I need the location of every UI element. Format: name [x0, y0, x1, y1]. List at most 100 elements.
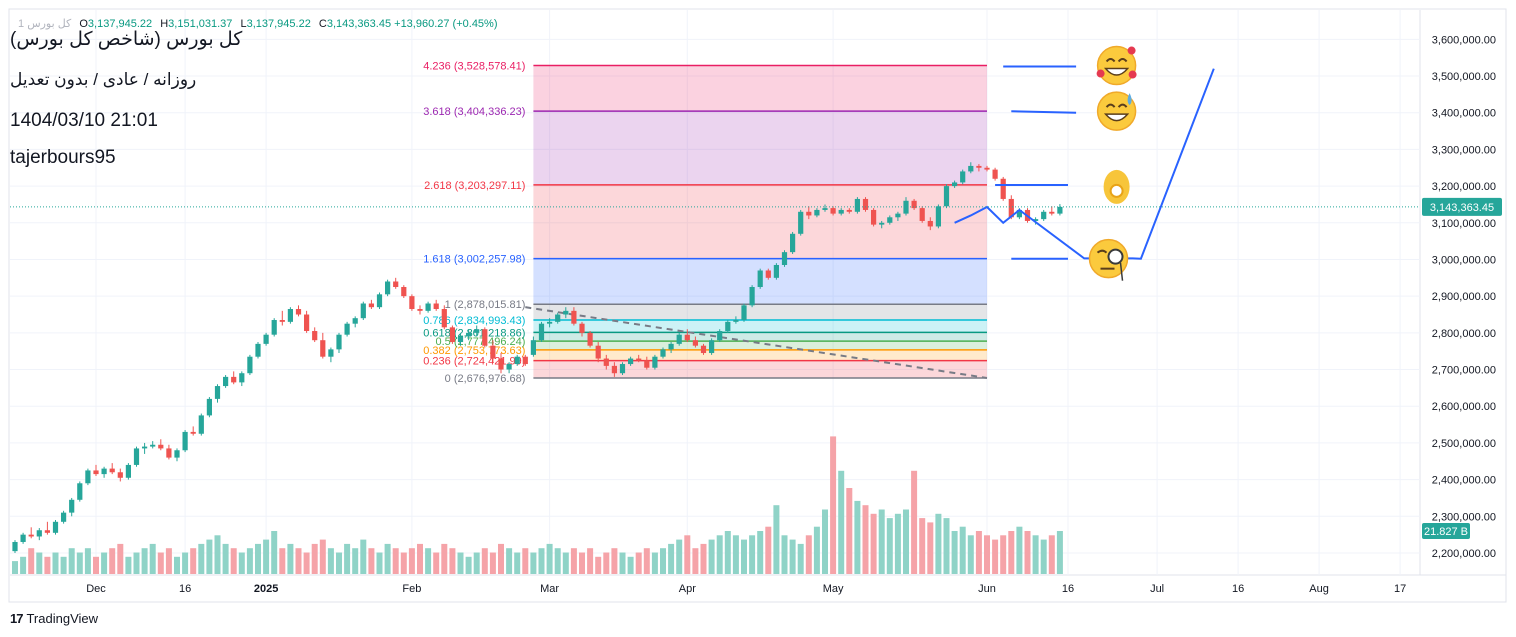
candle-body: [652, 356, 658, 368]
volume-bar: [1008, 531, 1015, 574]
price-axis[interactable]: 3,600,000.00 3,500,000.00 3,400,000.00 3,30…: [10, 34, 1502, 560]
candle-body: [522, 356, 528, 365]
volume-bar: [919, 518, 926, 574]
ok-hand-icon[interactable]: [1103, 169, 1130, 204]
monocle-face-icon[interactable]: [1088, 238, 1129, 281]
trendline[interactable]: [525, 306, 988, 379]
candle-body: [668, 343, 674, 350]
candle-body: [822, 208, 828, 210]
candle-body: [992, 169, 998, 179]
ohlc-high-label: H: [160, 18, 169, 30]
time-tick-label: 16: [1062, 583, 1074, 595]
volume-bar: [287, 543, 294, 574]
candle-body: [69, 499, 75, 513]
candle-body: [320, 340, 326, 357]
period-text: روزانه / عادی / بدون تعدیل: [10, 70, 197, 89]
candle-body: [887, 217, 893, 223]
volume-bar: [732, 535, 739, 574]
volume-bar: [684, 535, 691, 574]
volume-bar: [773, 505, 780, 574]
candle-body: [911, 200, 917, 209]
candle-body: [117, 472, 123, 478]
volume-bar: [911, 470, 918, 574]
fib-level-label: 0.618 (2,801,218.86): [423, 327, 525, 339]
candle-body: [85, 470, 91, 484]
volume-bar: [1032, 535, 1039, 574]
volume-bar: [1000, 535, 1007, 574]
volume-bar: [522, 548, 529, 574]
volume-bar: [311, 543, 318, 574]
grinning-sweat-icon[interactable]: [1096, 91, 1137, 131]
volume-bar: [781, 535, 788, 574]
fib-zone: [533, 349, 987, 361]
candle-body: [295, 309, 302, 315]
candle-body: [166, 448, 172, 458]
time-tick-label: May: [823, 583, 844, 595]
candle-body: [660, 349, 666, 357]
volume-bar: [489, 552, 496, 574]
dashed-trendline[interactable]: [525, 306, 988, 379]
fib-level-label: 1.618 (3,002,257.98): [423, 254, 525, 266]
tradingview-brand[interactable]: 17 TradingView: [10, 611, 98, 626]
candle-body: [1008, 198, 1014, 218]
candle-body: [150, 444, 156, 447]
projection-path[interactable]: [954, 65, 1215, 260]
candle-body: [44, 530, 50, 533]
volume-bar: [813, 526, 820, 574]
candle-body: [336, 334, 342, 350]
candle-body: [498, 358, 504, 370]
fib-zone: [533, 320, 987, 333]
fib-zone: [533, 184, 987, 259]
projection-line[interactable]: [954, 68, 1215, 260]
fibonacci-extension[interactable]: 0 (2,676,976.68)0.236 (2,724,421.99)0.38…: [423, 61, 987, 385]
candle-body: [52, 521, 59, 533]
time-axis[interactable]: Dec 16 2025 Feb Mar Apr May Jun 16 Jul 16 Aug 17: [86, 583, 1406, 595]
candle-body: [514, 356, 520, 365]
eye-left: [1105, 103, 1116, 108]
volume-bar: [20, 556, 27, 574]
grid: [10, 10, 1420, 575]
volume-bar: [465, 556, 472, 574]
candle-body: [457, 336, 464, 343]
candle-body: [255, 343, 261, 357]
time-tick-label: 2025: [254, 583, 278, 595]
heart: [1127, 46, 1136, 55]
volume-bar: [457, 552, 464, 574]
candle-body: [676, 334, 682, 344]
volume-bar: [376, 552, 383, 574]
smiling-face-with-hearts-icon[interactable]: [1096, 45, 1137, 86]
candle-body: [968, 165, 974, 172]
price-tick-label: 3,000,000.00: [1432, 254, 1496, 266]
volume-bar: [870, 513, 877, 574]
candle-body: [433, 303, 439, 310]
volume-bar: [765, 526, 772, 574]
emoji-markers[interactable]: [1088, 45, 1137, 281]
candle-body: [773, 264, 779, 278]
candle-body: [214, 386, 221, 399]
volume-bar: [84, 548, 91, 574]
tradingview-logo-icon: 17: [10, 611, 24, 626]
volume-bar: [360, 539, 367, 574]
time-tick-label: 16: [179, 583, 191, 595]
volume-bar: [822, 509, 828, 574]
volume-bar: [878, 509, 885, 574]
target-line[interactable]: [1011, 110, 1077, 114]
candle-body: [36, 530, 42, 537]
candle-body: [1049, 211, 1055, 214]
candle-body: [854, 198, 860, 212]
candle-body: [61, 512, 67, 522]
candle-body: [279, 320, 285, 322]
sweat-drop: [1127, 93, 1132, 106]
volume-bar: [643, 548, 650, 574]
volume-bar: [708, 539, 715, 574]
price-tick-label: 2,700,000.00: [1432, 365, 1496, 377]
candle-body: [555, 314, 561, 322]
candle-body: [871, 209, 877, 225]
eye-right: [1117, 58, 1128, 63]
candle-body: [571, 310, 577, 324]
volume-bar: [125, 556, 132, 574]
fib-level-label: 0.786 (2,834,993.43): [423, 315, 525, 327]
volume-bar: [862, 505, 869, 574]
candle-body: [790, 233, 796, 253]
